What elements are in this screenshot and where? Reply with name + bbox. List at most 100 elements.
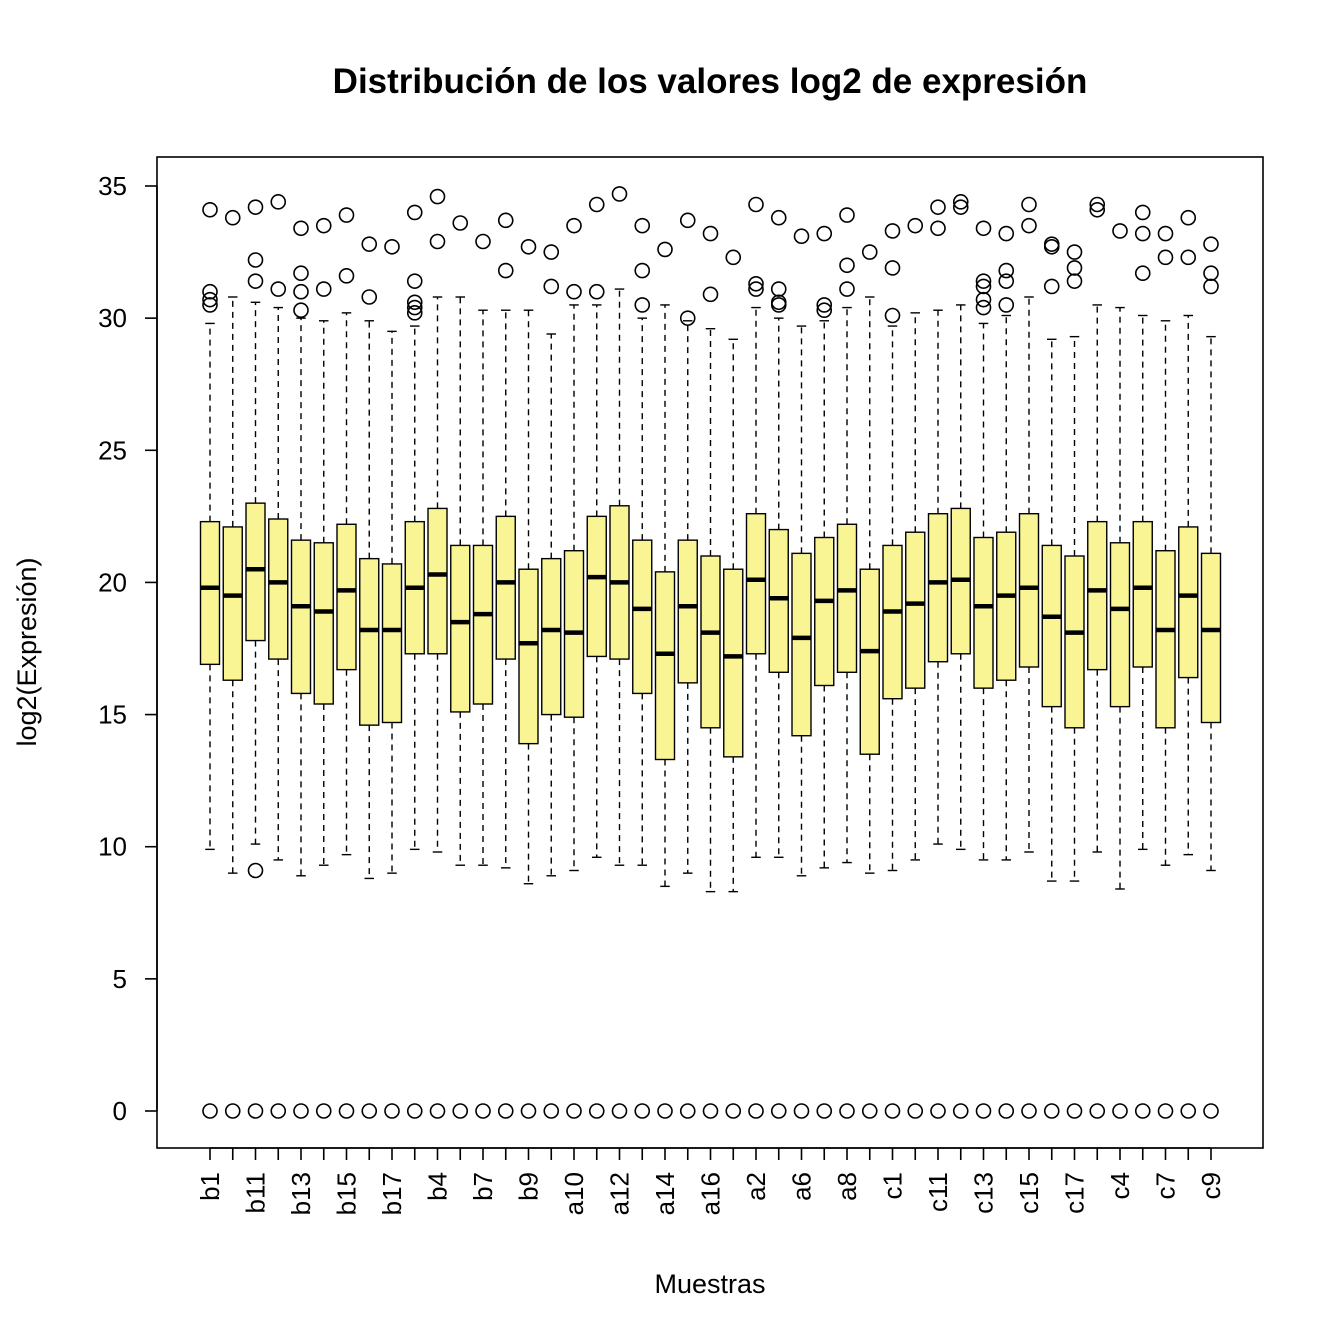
iqr-box (1041, 544, 1062, 708)
x-tick-label: b17 (377, 1172, 407, 1215)
outlier-point (634, 262, 651, 279)
box-sample-34 (950, 194, 971, 1119)
box-a16 (700, 225, 721, 1119)
outlier-point (884, 260, 901, 276)
outlier-point (793, 228, 810, 245)
outlier-point (793, 1103, 810, 1119)
outlier-point (1157, 1103, 1174, 1119)
outlier-point (566, 1103, 582, 1119)
y-tick-label: 25 (98, 435, 127, 465)
x-tick-label: a12 (605, 1172, 635, 1215)
box-b4 (427, 188, 448, 1119)
outlier-point (520, 1103, 537, 1119)
outlier-point (679, 1103, 696, 1119)
iqr-box (791, 552, 812, 737)
outlier-point (1021, 1103, 1037, 1119)
box-sample-24 (723, 249, 744, 1119)
iqr-box (222, 526, 243, 681)
box-a14 (654, 241, 676, 1119)
outlier-point (975, 299, 992, 316)
box-sample-38 (1041, 236, 1062, 1119)
outlier-point (1066, 273, 1083, 289)
x-tick-label: c17 (1060, 1172, 1090, 1214)
outlier-point (1203, 278, 1219, 295)
outlier-point (293, 220, 309, 237)
outlier-point (1203, 265, 1219, 282)
iqr-box (541, 557, 562, 716)
box-sample-42 (1132, 204, 1153, 1119)
outlier-point (429, 1103, 446, 1119)
box-sample-18 (586, 196, 607, 1119)
x-tick-label: c9 (1196, 1172, 1226, 1199)
outlier-point (338, 207, 355, 223)
iqr-box (1200, 552, 1222, 724)
iqr-box (882, 544, 903, 700)
outlier-point (247, 252, 264, 268)
outlier-point (998, 225, 1015, 242)
y-tick-label: 0 (113, 1096, 127, 1126)
outlier-point (543, 244, 560, 260)
x-tick-label: b7 (468, 1172, 498, 1201)
x-tick-label: b15 (332, 1172, 362, 1215)
outlier-point (1180, 209, 1197, 226)
outlier-point (361, 236, 378, 252)
x-tick-label: c4 (1105, 1172, 1135, 1199)
iqr-box (723, 568, 744, 758)
outlier-point (634, 297, 651, 313)
box-sample-20 (632, 217, 653, 1119)
outlier-point (725, 1103, 742, 1119)
outlier-point (1066, 260, 1083, 276)
outlier-point (361, 1103, 378, 1119)
outlier-point (1043, 236, 1060, 252)
outlier-point (679, 212, 696, 229)
outlier-point (406, 204, 423, 221)
iqr-box (700, 555, 721, 729)
outlier-point (930, 1103, 946, 1119)
iqr-box (472, 544, 494, 705)
outlier-point (293, 283, 309, 300)
outlier-point (952, 194, 969, 210)
outlier-point (770, 1103, 787, 1119)
outlier-point (861, 1103, 878, 1119)
iqr-box (632, 539, 653, 695)
outlier-point (497, 1103, 514, 1119)
x-tick-label: a8 (832, 1172, 862, 1201)
outlier-point (839, 257, 855, 274)
iqr-box (290, 539, 312, 695)
box-c4 (1109, 223, 1131, 1119)
outlier-point (839, 207, 855, 223)
box-a8 (836, 207, 858, 1119)
outlier-point (975, 291, 992, 308)
box-sample-12 (450, 215, 471, 1119)
iqr-box (336, 523, 357, 671)
outlier-point (816, 302, 833, 319)
iqr-box (199, 520, 221, 666)
y-tick-label: 15 (98, 700, 127, 730)
box-c15 (1018, 196, 1040, 1119)
outlier-point (1180, 1103, 1197, 1119)
outlier-point (702, 286, 719, 303)
outlier-point (748, 196, 764, 213)
outlier-point (1043, 278, 1060, 295)
iqr-box (427, 507, 448, 655)
outlier-point (861, 244, 878, 260)
iqr-box (1132, 520, 1153, 668)
x-tick-label: c13 (969, 1172, 999, 1214)
boxes (199, 186, 1222, 1119)
outlier-point (520, 238, 537, 255)
outlier-point (315, 217, 332, 234)
y-tick-label: 30 (98, 303, 127, 333)
iqr-box (313, 542, 334, 705)
outlier-point (975, 278, 992, 295)
box-c7 (1155, 225, 1176, 1119)
outlier-point (247, 1103, 264, 1119)
outlier-point (1203, 1103, 1219, 1119)
iqr-box (859, 568, 880, 755)
outlier-point (748, 281, 764, 297)
outlier-point (679, 310, 696, 326)
iqr-box (268, 518, 289, 660)
box-sample-4 (268, 194, 289, 1119)
outlier-point (930, 199, 946, 215)
outlier-point (247, 862, 264, 879)
